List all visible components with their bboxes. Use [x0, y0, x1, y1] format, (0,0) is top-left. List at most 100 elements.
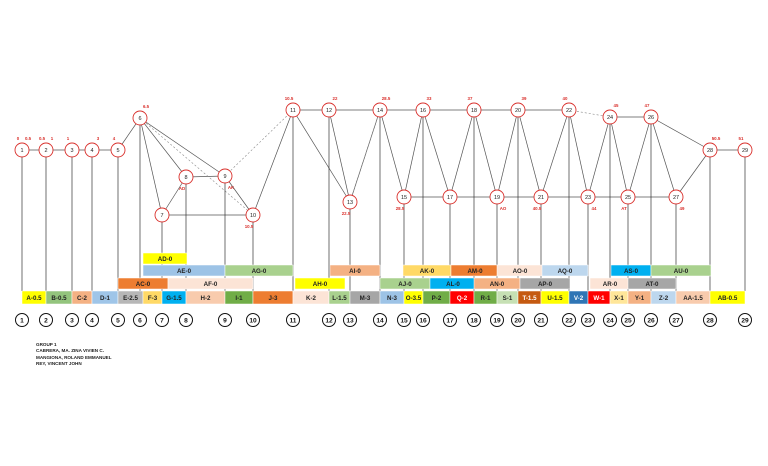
dummy-bar [650, 264, 712, 277]
dummy-activity: AF-0 [167, 277, 254, 290]
event-node: 26 [643, 109, 659, 125]
event-node: 6 [132, 110, 148, 126]
event-node: 21 [533, 189, 549, 205]
edge [403, 109, 424, 198]
node-circle [178, 169, 194, 185]
number-circle [467, 313, 481, 327]
node-number: 28 [707, 148, 713, 154]
activity-label: V-2 [574, 295, 584, 302]
node-time-label: 10.5 [245, 224, 254, 229]
event-number: 23 [581, 313, 595, 327]
group-member: MANGIONA, ROLAND EMMANUEL [36, 354, 112, 360]
event-number: 15 [397, 313, 411, 327]
activity: R-1 [473, 290, 498, 305]
event-node: 15 [396, 189, 412, 205]
node-time-label: 33 [427, 96, 432, 101]
node-number: 6 [138, 116, 141, 122]
node-time-label: 49 [680, 206, 685, 211]
node-time-label: 1 [67, 136, 70, 141]
number-circle [603, 313, 617, 327]
number-circle [133, 313, 147, 327]
dummy-activity: AR-0 [589, 277, 631, 290]
node-circle [342, 194, 358, 210]
dummy-activity: AI-0 [329, 264, 381, 277]
number-label: 5 [116, 317, 120, 324]
dummy-label: AF-0 [204, 281, 218, 288]
event-node: 17 [442, 189, 458, 205]
event-node: 29 [737, 142, 753, 158]
event-node: 16 [415, 102, 431, 118]
activity-label: I-1 [235, 295, 243, 302]
dummy-label: AN-0 [490, 281, 505, 288]
edge [650, 116, 711, 151]
node-circle [668, 189, 684, 205]
number-circle [397, 313, 411, 327]
number-label: 1 [20, 317, 24, 324]
activity-label: AA-1.5 [683, 295, 703, 302]
number-label: 25 [624, 317, 632, 324]
activity: H-2 [185, 290, 226, 305]
dummy-activity: AL-0 [429, 277, 477, 290]
node-number: 8 [184, 175, 187, 181]
node-circle [643, 109, 659, 125]
group-title: GROUP 1 [36, 342, 57, 347]
node-time-label: 28.5 [382, 96, 391, 101]
node-circle [396, 189, 412, 205]
activity-bar [709, 290, 746, 305]
group-note: GROUP 1 CABRERA, MA. ZINA VIVIEN C. MANG… [36, 342, 112, 368]
node-number: 2 [44, 148, 47, 154]
dummy-bar [541, 264, 589, 277]
node-circle [132, 110, 148, 126]
number-circle [562, 313, 576, 327]
node-number: 14 [377, 108, 383, 114]
edge [587, 116, 611, 198]
number-circle [218, 313, 232, 327]
event-number: 25 [621, 313, 635, 327]
activity: F-3 [142, 290, 163, 305]
node-circle [285, 102, 301, 118]
activity-label: H-2 [201, 295, 212, 302]
number-label: 7 [160, 317, 164, 324]
number-circle [621, 313, 635, 327]
activity-label: K-2 [306, 295, 317, 302]
node-number: 3 [70, 148, 73, 154]
node-circle [533, 189, 549, 205]
dummy-activity: AU-0 [650, 264, 712, 277]
node-number: 16 [420, 108, 426, 114]
dummy-activity: AK-0 [402, 264, 452, 277]
edge [328, 109, 351, 203]
activity-label: G-1.5 [166, 295, 182, 302]
activity-label: M-3 [360, 295, 371, 302]
node-number: 29 [742, 148, 748, 154]
event-number: 13 [343, 313, 357, 327]
node-number: 24 [607, 115, 613, 121]
activity: Y-1 [627, 290, 652, 305]
event-number: 12 [322, 313, 336, 327]
activity-label: F-3 [148, 295, 158, 302]
node-time-label: 44 [592, 206, 597, 211]
node-circle [602, 109, 618, 125]
number-label: 2 [44, 317, 48, 324]
node-circle [415, 102, 431, 118]
group-member: REY, VINCENT JOHN [36, 361, 82, 367]
node-time-label: 51 [739, 136, 744, 141]
event-number: 1 [15, 313, 29, 327]
dummy-label: AJ-0 [398, 281, 412, 288]
number-circle [65, 313, 79, 327]
dummy-activity: AJ-0 [379, 277, 431, 290]
dummy-activity: AM-0 [450, 264, 500, 277]
node-time-label: 40.5 [533, 206, 542, 211]
edge [675, 149, 711, 198]
number-circle [373, 313, 387, 327]
number-label: 13 [346, 317, 354, 324]
number-label: 8 [184, 317, 188, 324]
edge [609, 116, 629, 198]
node-time-label: 22 [333, 96, 338, 101]
event-node: 11 [285, 102, 301, 118]
node-number: 13 [347, 200, 353, 206]
dummy-activity: AS-0 [610, 264, 652, 277]
event-node: 5 [110, 142, 126, 158]
dummy-label: AC-0 [136, 281, 151, 288]
number-label: 26 [647, 317, 655, 324]
